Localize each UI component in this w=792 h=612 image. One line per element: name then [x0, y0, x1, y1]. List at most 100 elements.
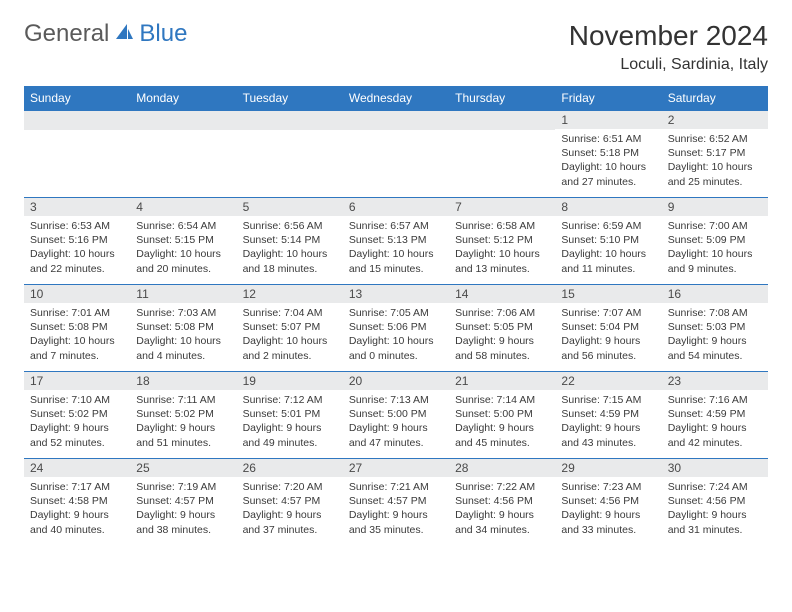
calendar-day-cell: 15Sunrise: 7:07 AMSunset: 5:04 PMDayligh… [555, 285, 661, 372]
sunset-text: Sunset: 5:08 PM [30, 320, 124, 334]
day-number [24, 111, 130, 130]
sunset-text: Sunset: 5:12 PM [455, 233, 549, 247]
sunrise-text: Sunrise: 6:51 AM [561, 132, 655, 146]
day-number: 17 [24, 372, 130, 390]
calendar-day-cell: 14Sunrise: 7:06 AMSunset: 5:05 PMDayligh… [449, 285, 555, 372]
sail-icon [113, 21, 135, 48]
daylight-text: Daylight: 10 hours and 20 minutes. [136, 247, 230, 275]
day-content: Sunrise: 7:17 AMSunset: 4:58 PMDaylight:… [24, 477, 130, 540]
calendar-week-row: 17Sunrise: 7:10 AMSunset: 5:02 PMDayligh… [24, 372, 768, 459]
sunset-text: Sunset: 4:56 PM [561, 494, 655, 508]
sunset-text: Sunset: 5:10 PM [561, 233, 655, 247]
weekday-header: Friday [555, 86, 661, 111]
sunrise-text: Sunrise: 7:11 AM [136, 393, 230, 407]
sunrise-text: Sunrise: 7:24 AM [668, 480, 762, 494]
daylight-text: Daylight: 9 hours and 43 minutes. [561, 421, 655, 449]
sunset-text: Sunset: 5:08 PM [136, 320, 230, 334]
weekday-header: Thursday [449, 86, 555, 111]
sunset-text: Sunset: 5:16 PM [30, 233, 124, 247]
calendar-day-cell: 16Sunrise: 7:08 AMSunset: 5:03 PMDayligh… [662, 285, 768, 372]
calendar-day-cell: 1 Sunrise: 6:51 AMSunset: 5:18 PMDaylight… [555, 111, 661, 198]
sunrise-text: Sunrise: 7:03 AM [136, 306, 230, 320]
weekday-header: Wednesday [343, 86, 449, 111]
day-content: Sunrise: 7:22 AMSunset: 4:56 PMDaylight:… [449, 477, 555, 540]
day-number: 10 [24, 285, 130, 303]
daylight-text: Daylight: 9 hours and 47 minutes. [349, 421, 443, 449]
day-number: 19 [237, 372, 343, 390]
calendar-day-cell: 5Sunrise: 6:56 AMSunset: 5:14 PMDaylight… [237, 198, 343, 285]
sunrise-text: Sunrise: 6:59 AM [561, 219, 655, 233]
day-content: Sunrise: 6:59 AMSunset: 5:10 PMDaylight:… [555, 216, 661, 279]
daylight-text: Daylight: 10 hours and 4 minutes. [136, 334, 230, 362]
day-content: Sunrise: 7:14 AMSunset: 5:00 PMDaylight:… [449, 390, 555, 453]
calendar-week-row: 10Sunrise: 7:01 AMSunset: 5:08 PMDayligh… [24, 285, 768, 372]
day-content: Sunrise: 7:10 AMSunset: 5:02 PMDaylight:… [24, 390, 130, 453]
daylight-text: Daylight: 10 hours and 2 minutes. [243, 334, 337, 362]
sunrise-text: Sunrise: 7:04 AM [243, 306, 337, 320]
day-content: Sunrise: 6:52 AMSunset: 5:17 PMDaylight:… [662, 129, 768, 192]
sunset-text: Sunset: 5:15 PM [136, 233, 230, 247]
day-content: Sunrise: 7:24 AMSunset: 4:56 PMDaylight:… [662, 477, 768, 540]
sunset-text: Sunset: 5:01 PM [243, 407, 337, 421]
calendar-day-cell: 28Sunrise: 7:22 AMSunset: 4:56 PMDayligh… [449, 459, 555, 546]
daylight-text: Daylight: 10 hours and 22 minutes. [30, 247, 124, 275]
day-number: 11 [130, 285, 236, 303]
day-number: 12 [237, 285, 343, 303]
sunset-text: Sunset: 5:04 PM [561, 320, 655, 334]
daylight-text: Daylight: 9 hours and 35 minutes. [349, 508, 443, 536]
calendar-day-cell: 18Sunrise: 7:11 AMSunset: 5:02 PMDayligh… [130, 372, 236, 459]
day-number: 1 [555, 111, 661, 129]
daylight-text: Daylight: 9 hours and 56 minutes. [561, 334, 655, 362]
day-content: Sunrise: 6:56 AMSunset: 5:14 PMDaylight:… [237, 216, 343, 279]
sunset-text: Sunset: 5:18 PM [561, 146, 655, 160]
day-content: Sunrise: 7:07 AMSunset: 5:04 PMDaylight:… [555, 303, 661, 366]
weekday-header: Tuesday [237, 86, 343, 111]
day-number: 5 [237, 198, 343, 216]
calendar-day-cell: 22Sunrise: 7:15 AMSunset: 4:59 PMDayligh… [555, 372, 661, 459]
sunrise-text: Sunrise: 6:57 AM [349, 219, 443, 233]
day-number: 4 [130, 198, 236, 216]
day-number: 21 [449, 372, 555, 390]
sunrise-text: Sunrise: 7:05 AM [349, 306, 443, 320]
calendar-day-cell: 8Sunrise: 6:59 AMSunset: 5:10 PMDaylight… [555, 198, 661, 285]
day-content: Sunrise: 7:20 AMSunset: 4:57 PMDaylight:… [237, 477, 343, 540]
day-number: 13 [343, 285, 449, 303]
calendar-day-cell: 30Sunrise: 7:24 AMSunset: 4:56 PMDayligh… [662, 459, 768, 546]
sunset-text: Sunset: 4:56 PM [455, 494, 549, 508]
calendar-day-cell: 12Sunrise: 7:04 AMSunset: 5:07 PMDayligh… [237, 285, 343, 372]
calendar-day-cell: 19Sunrise: 7:12 AMSunset: 5:01 PMDayligh… [237, 372, 343, 459]
daylight-text: Daylight: 9 hours and 45 minutes. [455, 421, 549, 449]
sunrise-text: Sunrise: 7:20 AM [243, 480, 337, 494]
day-content: Sunrise: 7:03 AMSunset: 5:08 PMDaylight:… [130, 303, 236, 366]
sunset-text: Sunset: 5:09 PM [668, 233, 762, 247]
sunset-text: Sunset: 5:17 PM [668, 146, 762, 160]
daylight-text: Daylight: 9 hours and 38 minutes. [136, 508, 230, 536]
day-number [237, 111, 343, 130]
calendar-week-row: 3Sunrise: 6:53 AMSunset: 5:16 PMDaylight… [24, 198, 768, 285]
sunrise-text: Sunrise: 7:13 AM [349, 393, 443, 407]
daylight-text: Daylight: 10 hours and 18 minutes. [243, 247, 337, 275]
day-number: 26 [237, 459, 343, 477]
sunset-text: Sunset: 5:14 PM [243, 233, 337, 247]
daylight-text: Daylight: 10 hours and 13 minutes. [455, 247, 549, 275]
day-number: 24 [24, 459, 130, 477]
day-number: 7 [449, 198, 555, 216]
day-number: 15 [555, 285, 661, 303]
weekday-header-row: SundayMondayTuesdayWednesdayThursdayFrid… [24, 86, 768, 111]
daylight-text: Daylight: 10 hours and 27 minutes. [561, 160, 655, 188]
day-number: 3 [24, 198, 130, 216]
sunset-text: Sunset: 5:02 PM [30, 407, 124, 421]
weekday-header: Sunday [24, 86, 130, 111]
day-number: 29 [555, 459, 661, 477]
calendar-day-cell: 23Sunrise: 7:16 AMSunset: 4:59 PMDayligh… [662, 372, 768, 459]
day-number [449, 111, 555, 130]
sunrise-text: Sunrise: 7:19 AM [136, 480, 230, 494]
calendar-day-cell [24, 111, 130, 198]
sunrise-text: Sunrise: 7:10 AM [30, 393, 124, 407]
calendar-day-cell [237, 111, 343, 198]
daylight-text: Daylight: 10 hours and 25 minutes. [668, 160, 762, 188]
day-content: Sunrise: 7:11 AMSunset: 5:02 PMDaylight:… [130, 390, 236, 453]
sunrise-text: Sunrise: 7:16 AM [668, 393, 762, 407]
sunset-text: Sunset: 5:02 PM [136, 407, 230, 421]
day-content: Sunrise: 7:12 AMSunset: 5:01 PMDaylight:… [237, 390, 343, 453]
